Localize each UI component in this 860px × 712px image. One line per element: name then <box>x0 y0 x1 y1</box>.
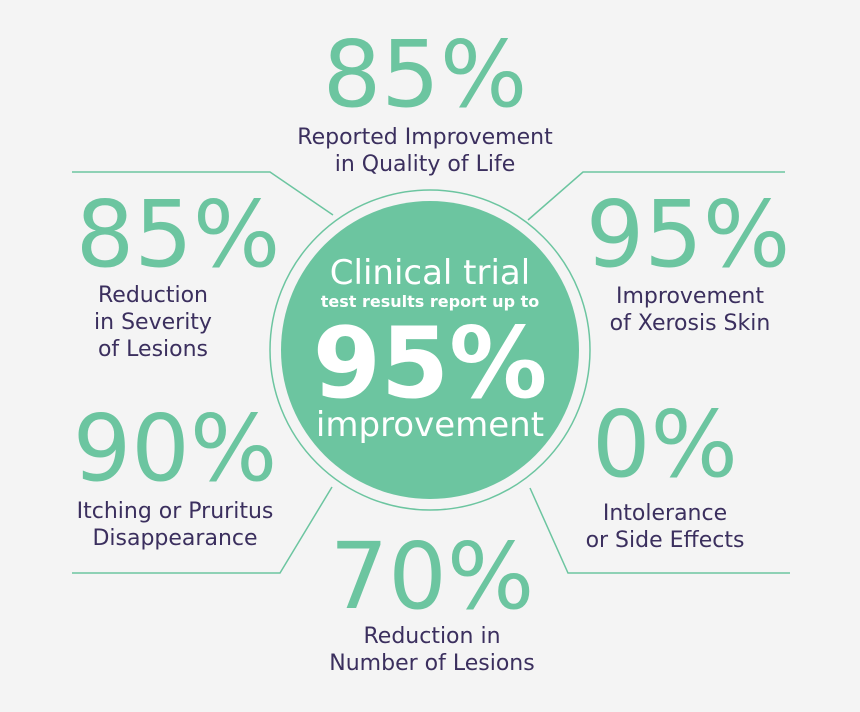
stat-label: Reduction <box>98 283 208 308</box>
stat-label: of Xerosis Skin <box>610 311 771 336</box>
stat-label: of Lesions <box>98 337 208 362</box>
stat-label: in Quality of Life <box>335 152 516 177</box>
stat-label: Reported Improvement <box>297 125 553 150</box>
stat-label: Reduction in <box>363 624 500 649</box>
stat-value: 85% <box>323 21 527 128</box>
center-text: test results report up to <box>321 292 539 311</box>
stat-label: Number of Lesions <box>329 651 534 676</box>
stat-label: Improvement <box>616 284 764 309</box>
center-circle <box>281 201 579 499</box>
stat-value: 95% <box>586 181 790 288</box>
connector <box>72 171 334 216</box>
stat-label: in Severity <box>94 310 212 335</box>
stat-label: Intolerance <box>603 501 727 526</box>
center-text: Clinical trial <box>330 253 530 293</box>
stat-value: 90% <box>73 395 277 502</box>
center-text: improvement <box>316 405 544 445</box>
connector <box>529 487 790 574</box>
stat-value: 85% <box>76 181 280 288</box>
stat-label: Disappearance <box>92 526 257 551</box>
center-text: 95% <box>313 307 548 421</box>
stat-value: 70% <box>330 523 534 630</box>
stat-label: or Side Effects <box>586 528 745 553</box>
connector <box>527 171 785 221</box>
stat-label: Itching or Pruritus <box>77 499 274 524</box>
stat-value: 0% <box>592 391 738 498</box>
connector <box>72 486 333 574</box>
